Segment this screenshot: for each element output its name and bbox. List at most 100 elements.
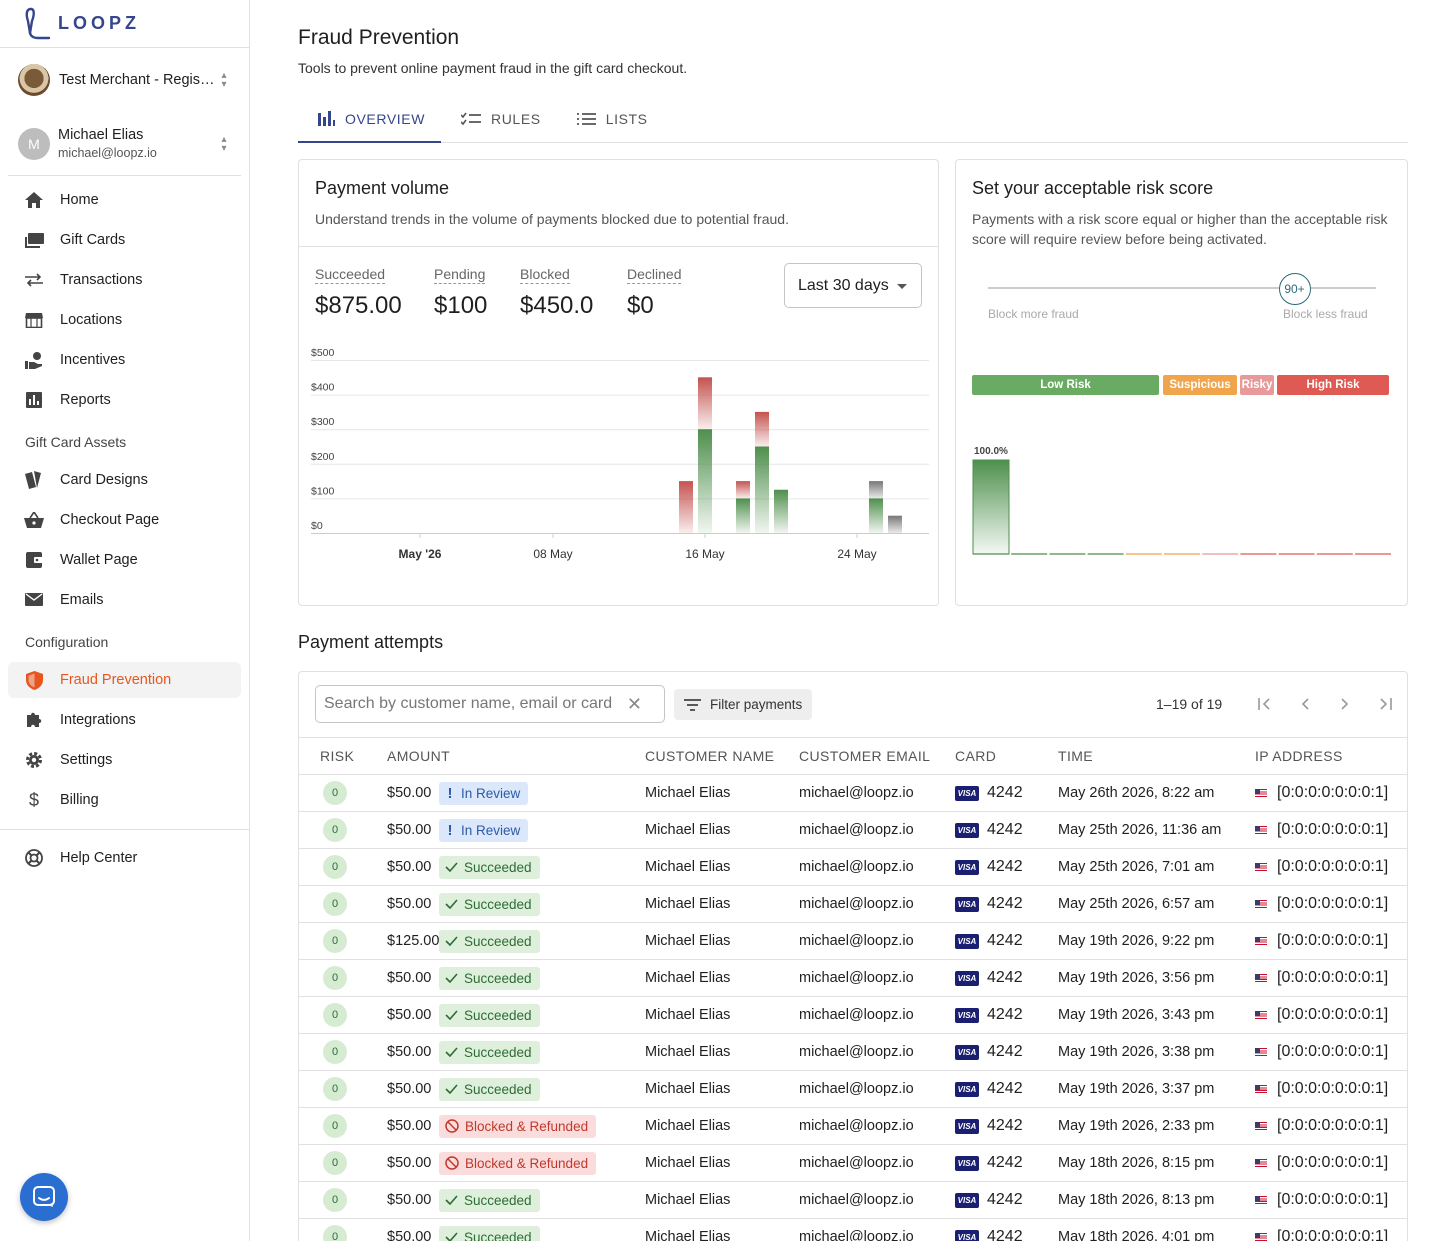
tab-overview[interactable]: OVERVIEW [298, 96, 442, 143]
merchant-switcher[interactable]: Test Merchant - Regis… ▴ ▾ [0, 48, 249, 112]
us-flag-icon [1255, 1196, 1267, 1204]
bar-chart-icon [24, 390, 44, 410]
table-row[interactable]: 0 $50.00 Blocked & Refunded Michael Elias mi… [299, 1107, 1407, 1145]
dollar-icon: $ [28, 789, 39, 810]
sidebar-item-label: Transactions [60, 272, 143, 288]
customer-name: Michael Elias [645, 1033, 799, 1071]
last-page-button[interactable] [1374, 693, 1396, 715]
status-label: Succeeded [464, 1081, 532, 1097]
customer-email: michael@loopz.io [799, 1107, 955, 1145]
check-icon [445, 899, 458, 909]
sidebar-item-settings[interactable]: Settings [8, 742, 241, 778]
nav-section-heading: Configuration [25, 634, 109, 650]
risk-score-badge: 0 [323, 781, 347, 805]
status-label: In Review [461, 785, 521, 801]
customer-email: michael@loopz.io [799, 1144, 955, 1182]
risk-slider-thumb[interactable]: 90+ [1278, 273, 1311, 305]
table-row[interactable]: 0 $50.00 Succeeded Michael Elias michael@loo… [299, 1218, 1407, 1241]
sidebar-item-incentives[interactable]: Incentives [8, 342, 241, 378]
next-page-button[interactable] [1334, 693, 1356, 715]
sidebar-item-billing[interactable]: $ Billing [8, 782, 241, 818]
card-last4: 4242 [987, 1191, 1023, 1208]
risk-slider-track[interactable] [988, 287, 1376, 289]
risk-band-risky: Risky [1240, 375, 1274, 395]
logo[interactable]: LOOPZ [0, 0, 249, 48]
payment-time: May 25th 2026, 7:01 am [1058, 848, 1255, 886]
table-row[interactable]: 0 $50.00 Succeeded Michael Elias michael@loo… [299, 848, 1407, 886]
sidebar-item-reports[interactable]: Reports [8, 382, 241, 418]
sidebar-item-locations[interactable]: Locations [8, 302, 241, 338]
table-row[interactable]: 0 $50.00 Succeeded Michael Elias michael@loo… [299, 1181, 1407, 1219]
stat-label[interactable]: Blocked [520, 266, 570, 284]
payment-time: May 19th 2026, 9:22 pm [1058, 922, 1255, 960]
amount: $125.00 [387, 932, 440, 949]
us-flag-icon [1255, 900, 1267, 908]
table-row[interactable]: 0 $50.00 Succeeded Michael Elias michael@loo… [299, 1070, 1407, 1108]
table-row[interactable]: 0 $125.00 Succeeded Michael Elias michael@lo… [299, 922, 1407, 960]
check-icon [445, 1047, 458, 1057]
first-page-icon [1258, 698, 1270, 710]
user-name: Michael Elias [58, 127, 144, 143]
tab-rules[interactable]: RULES [441, 96, 557, 142]
status-badge: Succeeded [439, 966, 540, 990]
sidebar-item-checkout-page[interactable]: Checkout Page [8, 502, 241, 538]
sidebar-item-emails[interactable]: Emails [8, 582, 241, 618]
table-row[interactable]: 0 $50.00 Succeeded Michael Elias michael@loo… [299, 885, 1407, 923]
help-section: Help Center [0, 829, 249, 880]
prev-page-button[interactable] [1294, 693, 1316, 715]
card-stack-icon [24, 470, 44, 490]
stat-label[interactable]: Succeeded [315, 266, 386, 284]
search-input[interactable]: Search by customer name, email or card ✕ [315, 685, 665, 723]
stat-value: $450.0 [520, 292, 594, 319]
sidebar-item-help-center[interactable]: Help Center [8, 840, 241, 876]
sidebar-item-gift-cards[interactable]: Gift Cards [8, 222, 241, 258]
amount: $50.00 [387, 821, 432, 838]
risk-score-badge: 0 [323, 1188, 347, 1212]
y-tick-label: $100 [311, 485, 335, 497]
first-page-button[interactable] [1254, 693, 1276, 715]
table-row[interactable]: 0 $50.00! In Review Michael Elias michael@lo… [299, 774, 1407, 812]
column-header-card: CARD [955, 737, 1058, 775]
risk-score-badge: 0 [323, 892, 347, 916]
column-header-ip-address: IP ADDRESS [1255, 737, 1407, 775]
sidebar-item-transactions[interactable]: Transactions [8, 262, 241, 298]
table-row[interactable]: 0 $50.00 Succeeded Michael Elias michael@loo… [299, 996, 1407, 1034]
sidebar-item-card-designs[interactable]: Card Designs [8, 462, 241, 498]
user-switcher[interactable]: M Michael Elias michael@loopz.io ▴ ▾ [8, 112, 241, 176]
card-last4: 4242 [987, 1043, 1023, 1060]
status-badge: Succeeded [439, 1077, 540, 1101]
status-badge: Succeeded [439, 855, 540, 879]
table-row[interactable]: 0 $50.00! In Review Michael Elias michael@lo… [299, 811, 1407, 849]
customer-email: michael@loopz.io [799, 996, 955, 1034]
sidebar-item-label: Emails [60, 592, 104, 608]
sidebar-item-wallet-page[interactable]: Wallet Page [8, 542, 241, 578]
ip-address: [0:0:0:0:0:0:0:1] [1277, 932, 1389, 949]
stat-blocked: Blocked $450.0 [520, 266, 593, 320]
user-email: michael@loopz.io [58, 146, 157, 160]
table-row[interactable]: 0 $50.00 Blocked & Refunded Michael Elias mi… [299, 1144, 1407, 1182]
payment-time: May 26th 2026, 8:22 am [1058, 774, 1255, 812]
check-icon [445, 1195, 458, 1205]
date-range-select[interactable]: Last 30 days [784, 263, 922, 308]
payment-time: May 18th 2026, 8:13 pm [1058, 1181, 1255, 1219]
sidebar-item-label: Reports [60, 392, 111, 408]
attempts-table: RISK AMOUNT CUSTOMER NAME CUSTOMER EMAIL… [299, 737, 1407, 1241]
chat-launcher-button[interactable] [20, 1173, 68, 1221]
column-header-customer-email: CUSTOMER EMAIL [799, 737, 955, 775]
customer-name: Michael Elias [645, 959, 799, 997]
tab-lists[interactable]: LISTS [557, 96, 664, 142]
bar-succeeded [736, 498, 750, 533]
sidebar-item-fraud-prevention[interactable]: Fraud Prevention [8, 662, 241, 698]
filter-payments-button[interactable]: Filter payments [674, 689, 812, 720]
sidebar-item-label: Settings [60, 752, 113, 768]
amount: $50.00 [387, 1228, 432, 1241]
sidebar-nav: Home Gift Cards Transactions Locations I… [0, 176, 249, 818]
sidebar-item-integrations[interactable]: Integrations [8, 702, 241, 738]
status-label: Blocked & Refunded [465, 1118, 589, 1134]
stat-label[interactable]: Pending [434, 266, 486, 284]
table-row[interactable]: 0 $50.00 Succeeded Michael Elias michael@loo… [299, 1033, 1407, 1071]
sidebar-item-home[interactable]: Home [8, 182, 241, 218]
stat-label[interactable]: Declined [627, 266, 682, 284]
close-icon[interactable]: ✕ [626, 694, 642, 714]
table-row[interactable]: 0 $50.00 Succeeded Michael Elias michael@loo… [299, 959, 1407, 997]
